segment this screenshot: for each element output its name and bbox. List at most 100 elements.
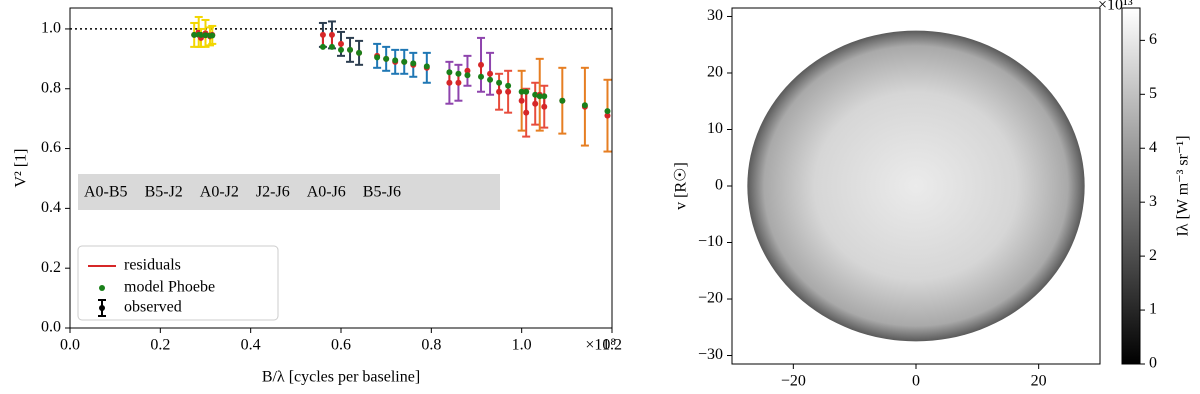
y-axis-label: V² [1] (13, 148, 30, 187)
observed-point (518, 97, 525, 104)
observed-point (455, 79, 462, 86)
y-tick-label: 0.6 (41, 139, 61, 156)
observed-point (532, 100, 539, 107)
x-tick-label: 0.2 (150, 337, 170, 354)
x-tick-label: 1.2 (602, 337, 622, 354)
y-tick-label: 0.2 (41, 259, 61, 276)
data-point (346, 36, 355, 63)
data-point (603, 78, 612, 153)
colorbar-tick-label: 3 (1149, 193, 1157, 210)
model-point (464, 72, 471, 79)
observed-point (541, 103, 548, 110)
colorbar-tick-label: 4 (1149, 139, 1157, 156)
model-point (559, 97, 566, 104)
model-point (581, 102, 588, 109)
observed-point (505, 88, 512, 95)
data-point (531, 81, 540, 126)
observed-point (487, 70, 494, 77)
data-point (517, 69, 526, 132)
data-point (201, 18, 210, 48)
legend-label: model Phoebe (124, 279, 215, 296)
y-tick-label: 20 (707, 64, 723, 81)
x-tick-label: −20 (781, 373, 806, 390)
legend-label: residuals (124, 257, 181, 274)
y-tick-label: 30 (707, 7, 723, 24)
data-point (535, 57, 544, 132)
data-point (318, 21, 327, 50)
model-point (536, 93, 543, 100)
model-point (356, 49, 363, 56)
data-point (190, 21, 199, 48)
model-point (518, 88, 525, 95)
model-point (455, 70, 462, 77)
data-point (477, 36, 486, 93)
model-point (532, 91, 539, 98)
group-label: J2-J6 (256, 184, 290, 201)
x-tick-label: 0.4 (241, 337, 261, 354)
x-multiplier: ×10⁸ (585, 337, 616, 354)
data-point (400, 48, 409, 75)
observed-point (446, 79, 453, 86)
data-point (504, 69, 513, 114)
data-point (208, 24, 217, 45)
legend-observed-dot (99, 305, 105, 311)
observed-point (478, 61, 485, 68)
model-point (209, 32, 216, 39)
data-point (373, 42, 382, 69)
model-point (410, 60, 417, 67)
data-point (486, 51, 495, 96)
x-tick-label: 20 (1031, 373, 1047, 390)
y-tick-label: 0.0 (41, 319, 61, 336)
colorbar-tick-label: 6 (1149, 31, 1157, 48)
data-point (391, 48, 400, 75)
observed-point (604, 112, 611, 119)
data-point (355, 39, 364, 66)
data-point (382, 45, 391, 72)
colorbar-tick-label: 5 (1149, 85, 1157, 102)
x-axis-label: B/λ [cycles per baseline] (262, 369, 420, 386)
model-point (347, 46, 354, 53)
x-tick-label: 1.0 (512, 337, 532, 354)
model-point (496, 79, 503, 86)
model-point (604, 108, 611, 115)
model-point (392, 57, 399, 64)
y-tick-label: 10 (707, 120, 723, 137)
x-tick-label: 0.6 (331, 337, 351, 354)
colorbar-label: Iλ [W m⁻³ sr⁻¹] (1175, 135, 1192, 236)
model-point (423, 63, 430, 70)
model-point (487, 76, 494, 83)
axes-frame (69, 7, 613, 329)
model-point (328, 43, 335, 50)
model-point (191, 31, 198, 38)
observed-point (523, 109, 530, 116)
observed-point (464, 67, 471, 74)
data-point (522, 87, 531, 138)
data-point (463, 54, 472, 87)
model-point (374, 54, 381, 61)
legend-label: observed (124, 299, 182, 316)
y-tick-label: 1.0 (41, 20, 61, 37)
model-point (505, 82, 512, 89)
y-tick-label: 0.4 (41, 199, 61, 216)
group-label: A0-B5 (84, 184, 128, 201)
y-tick-label: −10 (698, 233, 723, 250)
model-point (401, 58, 408, 65)
colorbar-tick-label: 0 (1149, 355, 1157, 372)
group-label: A0-J2 (200, 184, 239, 201)
colorbar (1121, 7, 1141, 365)
group-legend-box (78, 174, 500, 210)
observed-point (338, 40, 344, 47)
model-point (383, 55, 390, 62)
observed-point (319, 31, 326, 38)
group-label: B5-J2 (145, 184, 183, 201)
model-point (338, 46, 344, 53)
x-tick-label: 0 (912, 373, 920, 390)
data-point (495, 72, 504, 111)
model-point (541, 93, 548, 100)
colorbar-multiplier: ×10¹³ (1098, 0, 1133, 14)
data-point (409, 51, 418, 78)
y-tick-label: 0 (715, 177, 723, 194)
observed-point (328, 31, 335, 38)
data-point (327, 20, 336, 50)
